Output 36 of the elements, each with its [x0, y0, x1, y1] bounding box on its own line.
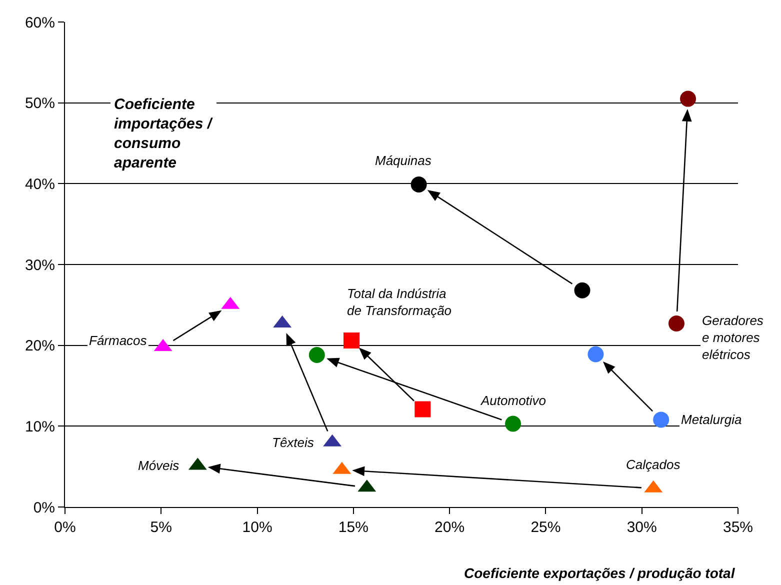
- series-label: Total da Indústria de Transformação: [347, 286, 452, 318]
- point: [414, 401, 431, 418]
- point: [505, 416, 522, 432]
- x-tick-label: 0%: [54, 519, 76, 536]
- y-tick-label: 0%: [33, 499, 55, 516]
- x-tick-label: 35%: [722, 519, 754, 536]
- x-tick-label: 25%: [530, 519, 561, 536]
- y-tick-label: 40%: [24, 176, 55, 193]
- y-tick-label: 10%: [24, 418, 55, 436]
- series-label: Metalurgia: [681, 412, 742, 427]
- y-tick-label: 20%: [24, 338, 55, 355]
- point: [344, 332, 360, 348]
- point: [588, 346, 604, 362]
- series-label: Calçados: [626, 457, 681, 472]
- x-tick-label: 20%: [434, 519, 465, 536]
- y-axis-title: Coeficiente importações / consumo aparente: [114, 96, 214, 172]
- series-label: Móveis: [138, 458, 180, 473]
- series-label: Geradores e motores elétricos: [702, 313, 764, 362]
- series-label: Têxteis: [272, 435, 314, 450]
- x-tick-label: 5%: [150, 519, 172, 536]
- point: [653, 412, 670, 428]
- point: [680, 90, 696, 107]
- y-tick-label: 60%: [24, 14, 55, 32]
- x-axis-title: Coeficiente exportações / produção total: [464, 565, 736, 581]
- point: [668, 316, 684, 332]
- x-tick-label: 15%: [338, 519, 368, 536]
- point: [308, 347, 325, 364]
- y-tick-label: 50%: [24, 95, 55, 112]
- x-tick-label: 10%: [242, 519, 272, 536]
- series-label: Máquinas: [375, 153, 432, 168]
- point: [574, 282, 590, 298]
- series-label: Fármacos: [89, 333, 148, 348]
- point: [410, 176, 427, 192]
- series-label: Automotivo: [480, 393, 546, 408]
- y-tick-label: 30%: [24, 256, 55, 274]
- x-tick-label: 30%: [626, 519, 657, 536]
